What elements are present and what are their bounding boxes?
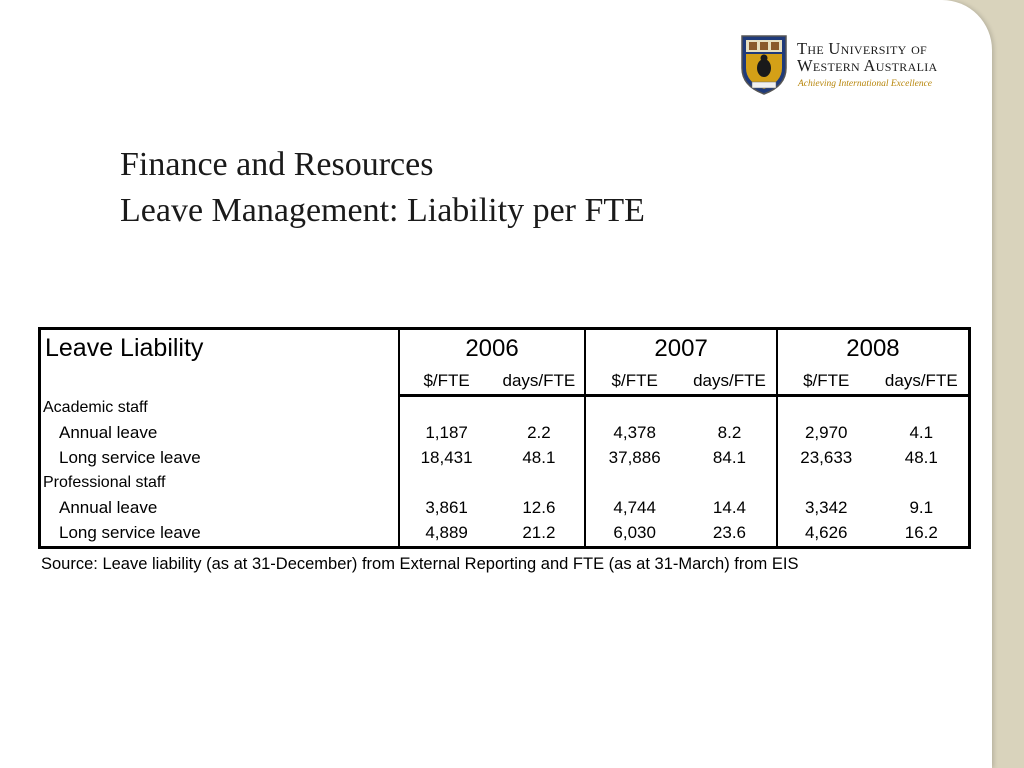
cell-value: 48.1 — [904, 448, 938, 467]
slide-title: Finance and Resources Leave Management: … — [120, 142, 645, 234]
unit-header: days/FTE — [493, 368, 586, 397]
university-name-line2: Western Australia — [797, 56, 938, 75]
slide-title-line1: Finance and Resources — [120, 146, 434, 183]
university-crest-icon — [741, 35, 787, 95]
cell-value: 18,431 — [397, 445, 494, 471]
row-label: Annual leave — [59, 423, 158, 442]
cell-value: 4,378 — [584, 420, 684, 446]
cell-value: 2,970 — [775, 420, 875, 446]
table-row: Long service leave 18,431 48.1 37,886 84… — [40, 445, 970, 471]
header-row-units: $/FTE days/FTE $/FTE days/FTE $/FTE days… — [40, 368, 970, 397]
unit-header: days/FTE — [683, 368, 777, 397]
slide: The University of Western Australia Achi… — [0, 0, 992, 768]
unit-header: days/FTE — [874, 368, 970, 397]
row-label: Annual leave — [59, 498, 158, 517]
cell-value: 37,886 — [584, 445, 684, 471]
section-label: Professional staff — [43, 474, 166, 491]
cell-value: 14.4 — [712, 498, 746, 517]
unit-header: $/FTE — [775, 368, 875, 397]
leave-liability-table: Leave Liability 2006 2007 2008 $/FTE day… — [38, 327, 971, 549]
cell-value: 4.1 — [909, 423, 934, 442]
table-title: Leave Liability — [45, 334, 204, 362]
cell-value: 4,889 — [397, 520, 494, 547]
section-label: Academic staff — [43, 399, 148, 416]
cell-value: 4,626 — [775, 520, 875, 547]
cell-value: 2.2 — [527, 423, 551, 442]
cell-value: 84.1 — [712, 448, 746, 467]
cell-value: 23,633 — [775, 445, 875, 471]
cell-value: 4,744 — [584, 495, 684, 521]
university-logo: The University of Western Australia Achi… — [740, 34, 960, 96]
university-tagline: Achieving International Excellence — [798, 79, 932, 89]
cell-value: 8.2 — [717, 423, 742, 442]
section-row: Professional staff — [40, 470, 970, 496]
cell-value: 3,342 — [775, 495, 875, 521]
table-row: Long service leave 4,889 21.2 6,030 23.6… — [40, 520, 970, 547]
cell-value: 12.6 — [522, 498, 556, 517]
cell-value: 1,187 — [397, 420, 494, 446]
source-note: Source: Leave liability (as at 31-Decemb… — [41, 555, 799, 573]
cell-value: 16.2 — [904, 523, 938, 542]
cell-value: 6,030 — [584, 520, 684, 547]
header-row-years: Leave Liability 2006 2007 2008 — [40, 328, 970, 368]
cell-value: 9.1 — [909, 498, 934, 517]
university-name-line1: The University of — [797, 39, 928, 58]
cell-value: 21.2 — [522, 523, 556, 542]
unit-header: $/FTE — [397, 368, 494, 397]
table-row: Annual leave 1,187 2.2 4,378 8.2 2,970 4… — [40, 420, 970, 446]
university-name: The University of Western Australia — [797, 40, 967, 74]
table-row: Annual leave 3,861 12.6 4,744 14.4 3,342… — [40, 495, 970, 521]
cell-value: 23.6 — [712, 523, 746, 542]
unit-header: $/FTE — [584, 368, 684, 397]
cell-value: 3,861 — [397, 495, 494, 521]
row-label: Long service leave — [59, 523, 201, 542]
section-row: Academic staff — [40, 395, 970, 421]
year-header-2008: 2008 — [775, 328, 970, 368]
year-header-2007: 2007 — [584, 328, 777, 368]
cell-value: 48.1 — [522, 448, 556, 467]
slide-title-line2: Leave Management: Liability per FTE — [120, 192, 645, 229]
year-header-2006: 2006 — [397, 328, 586, 368]
row-label: Long service leave — [59, 448, 201, 467]
